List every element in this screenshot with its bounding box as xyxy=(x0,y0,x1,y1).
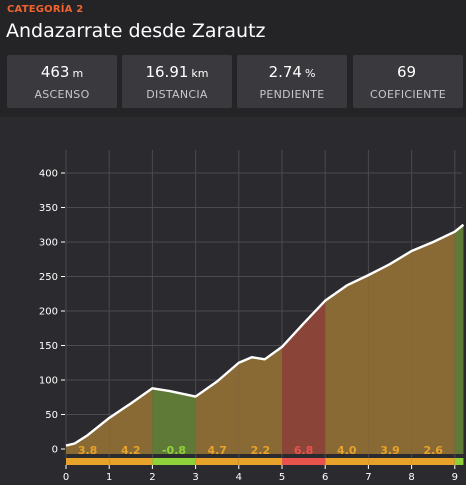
area-segment-2 xyxy=(152,388,196,454)
gradient-band-segment-6 xyxy=(325,458,369,465)
climb-title: Andazarrate desde Zarautz xyxy=(6,20,266,42)
climb-header: CATEGORÍA 2 Andazarrate desde Zarautz 46… xyxy=(0,0,466,117)
chart-profile-line xyxy=(65,223,465,447)
stat-gradient-unit: % xyxy=(304,67,316,80)
x-tick-label-7: 7 xyxy=(365,472,371,483)
y-tick-label-5: 250 xyxy=(39,272,58,283)
gradient-label-7: 3.9 xyxy=(380,444,400,457)
gradient-label-1: 4.2 xyxy=(121,444,141,457)
stat-distance: 16.91 km DISTANCIA xyxy=(122,55,232,108)
gradient-label-4: 2.2 xyxy=(251,444,271,457)
x-tick-label-8: 8 xyxy=(408,472,414,483)
stat-gradient-value: 2.74 xyxy=(268,63,302,81)
y-tick-label-0: 0 xyxy=(52,445,58,456)
category-label: CATEGORÍA 2 xyxy=(7,4,84,15)
stat-distance-label: DISTANCIA xyxy=(146,88,208,101)
area-segment-1 xyxy=(109,388,153,454)
x-tick-label-5: 5 xyxy=(279,472,285,483)
gradient-band-segment-3 xyxy=(195,458,239,465)
y-tick-label-4: 200 xyxy=(39,307,58,318)
area-segment-9 xyxy=(454,224,464,454)
stat-gradient-label: PENDIENTE xyxy=(259,88,325,101)
x-tick-label-9: 9 xyxy=(452,472,458,483)
gradient-band-segment-7 xyxy=(368,458,412,465)
stat-gradient: 2.74% PENDIENTE xyxy=(237,55,347,108)
y-tick-label-8: 400 xyxy=(39,169,58,180)
stat-ascent-value: 463 xyxy=(40,63,70,81)
stat-ascent-label: ASCENSO xyxy=(34,88,90,101)
gradient-label-0: 3.8 xyxy=(78,444,98,457)
x-tick-label-0: 0 xyxy=(63,472,69,483)
stat-coefficient: 69 COEFICIENTE xyxy=(353,55,463,108)
stat-ascent: 463 m ASCENSO xyxy=(7,55,117,108)
gradient-band-segment-2 xyxy=(152,458,196,465)
gradient-label-8: 2.6 xyxy=(423,444,443,457)
x-tick-label-3: 3 xyxy=(192,472,198,483)
gradient-label-3: 4.7 xyxy=(207,444,227,457)
gradient-band-segment-0 xyxy=(66,458,110,465)
chart-gradient-band xyxy=(66,458,464,465)
gradient-band-segment-9 xyxy=(454,458,464,465)
elevation-profile-chart: 3.8 4.2 -0.8 4.7 2.2 6.8 4.0 3.9 2.6 05010015020… xyxy=(39,150,465,483)
gradient-band-segment-1 xyxy=(109,458,153,465)
area-segment-3 xyxy=(195,362,239,454)
stat-distance-value: 16.91 xyxy=(145,63,189,81)
gradient-band-segment-4 xyxy=(238,458,282,465)
y-tick-label-1: 50 xyxy=(45,410,58,421)
area-segment-7 xyxy=(368,250,412,454)
gradient-label-2: -0.8 xyxy=(162,444,186,457)
stat-coefficient-label: COEFICIENTE xyxy=(370,88,446,101)
chart-gradient-labels: 3.8 4.2 -0.8 4.7 2.2 6.8 4.0 3.9 2.6 xyxy=(78,444,443,457)
profile-line xyxy=(65,223,465,447)
area-segment-5 xyxy=(282,300,326,454)
y-tick-label-3: 150 xyxy=(39,341,58,352)
y-tick-label-6: 300 xyxy=(39,238,58,249)
stat-coefficient-value: 69 xyxy=(396,63,417,81)
chart-y-ticks: 0 50 100 150 200 250 300 350 400 xyxy=(39,169,65,456)
gradient-label-6: 4.0 xyxy=(337,444,357,457)
y-tick-label-7: 350 xyxy=(39,203,58,214)
area-segment-8 xyxy=(411,231,455,454)
x-tick-label-2: 2 xyxy=(149,472,155,483)
x-tick-label-6: 6 xyxy=(322,472,328,483)
gradient-label-5: 6.8 xyxy=(294,444,314,457)
x-tick-label-4: 4 xyxy=(236,472,242,483)
stat-ascent-unit: m xyxy=(72,67,84,80)
chart-area-segments xyxy=(66,224,464,454)
area-segment-4 xyxy=(238,346,282,454)
gradient-band-segment-8 xyxy=(411,458,455,465)
chart-x-ticks: 0 1 2 3 4 5 6 7 8 9 xyxy=(63,465,458,483)
y-tick-label-2: 100 xyxy=(39,376,58,387)
gradient-band-segment-5 xyxy=(282,458,326,465)
stat-distance-unit: km xyxy=(191,67,209,80)
area-segment-6 xyxy=(325,275,369,454)
x-tick-label-1: 1 xyxy=(106,472,112,483)
